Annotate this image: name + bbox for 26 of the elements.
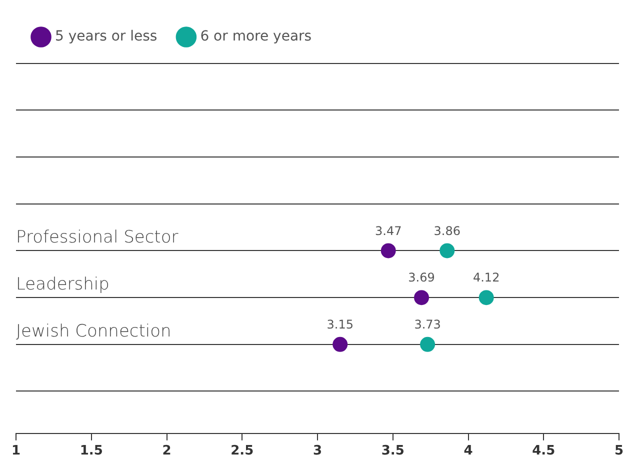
y-tick-label: Professional Sector	[16, 228, 178, 248]
point	[478, 290, 494, 306]
x-tick-label: 4.5	[532, 444, 556, 459]
x-tick-label: 3	[312, 444, 322, 459]
y-tick-label: Leadership	[16, 274, 110, 294]
legend-label: 5 years or less	[55, 28, 158, 45]
point	[332, 336, 348, 352]
data-label: 4.12	[472, 270, 500, 285]
data-label: 3.69	[408, 270, 435, 285]
data-label: 3.73	[414, 318, 441, 332]
x-tick-label: 3.5	[381, 444, 404, 459]
x-tick-label: 5	[614, 444, 624, 459]
data-label: 3.47	[374, 224, 402, 238]
x-tick-label: 2	[162, 444, 172, 459]
point	[380, 243, 396, 258]
x-tick-label: 4	[464, 444, 473, 459]
x-tick-label: 2.5	[230, 444, 254, 459]
x-tick-label: 1.5	[80, 444, 103, 459]
point	[440, 243, 455, 258]
point	[414, 290, 430, 306]
data-label: 3.15	[326, 318, 354, 332]
legend-label: 6 or more years	[200, 28, 312, 45]
data-label: 3.86	[434, 224, 461, 238]
point	[420, 336, 436, 352]
x-tick-label: 1	[11, 444, 21, 459]
y-tick-label: Jewish Connection	[16, 321, 172, 342]
